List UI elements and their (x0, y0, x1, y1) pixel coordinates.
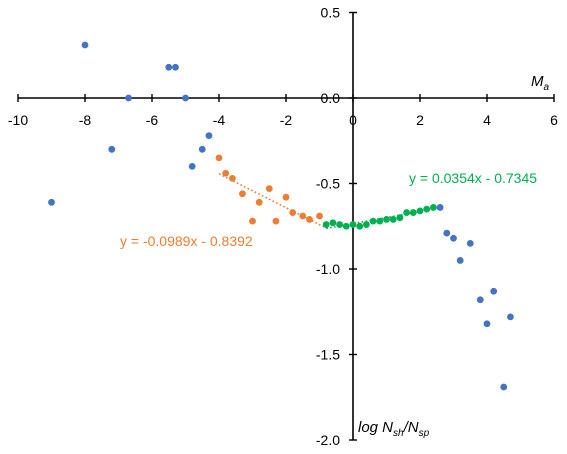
x-axis-label-sub: a (544, 82, 550, 93)
x-tick-label: 4 (483, 112, 491, 128)
y-tick-label: -2.0 (316, 432, 340, 448)
y-tick-label: -1.0 (316, 261, 340, 277)
data-point-series-0 (172, 63, 179, 71)
tick-labels: -10 -8 -6 -4 -2 0 2 4 6 0.5 0.0 -0.5 -1.0 -1.5 -2.0 (8, 5, 558, 449)
y-tick-label: 0.0 (321, 90, 341, 106)
data-point-series-1 (289, 209, 297, 216)
data-point-series-0 (443, 229, 451, 237)
data-point-series-1 (249, 217, 256, 225)
data-point-series-0 (165, 63, 173, 71)
data-point-series-1 (255, 198, 263, 206)
data-point-series-2 (356, 222, 364, 230)
data-point-series-0 (490, 287, 498, 295)
axes (17, 11, 555, 441)
data-point-series-0 (125, 94, 132, 102)
data-point-series-1 (265, 185, 273, 193)
data-point-series-0 (476, 296, 484, 304)
data-point-series-0 (436, 204, 444, 211)
data-point-series-2 (322, 221, 330, 228)
x-tick-label: 6 (550, 112, 558, 128)
data-point-series-0 (205, 132, 213, 140)
y-axis-label: log Nsh/Nsp (358, 419, 430, 439)
data-point-series-0 (108, 145, 116, 153)
data-point-series-2 (363, 221, 370, 228)
y-tick-label: -0.5 (316, 176, 340, 192)
data-point-series-2 (430, 204, 437, 211)
data-point-series-1 (282, 193, 290, 201)
data-point-series-1 (222, 169, 230, 177)
data-point-series-2 (403, 209, 410, 216)
trendline-equation-green: y = 0.0354x - 0.7345 (409, 170, 537, 186)
data-point-series-1 (272, 217, 280, 225)
x-tick-label: -10 (8, 112, 28, 128)
x-tick-label: -6 (146, 112, 159, 128)
data-point-series-2 (423, 205, 431, 213)
data-point-series-2 (376, 217, 384, 225)
data-point-series-0 (182, 94, 189, 102)
x-tick-label: 0 (349, 112, 357, 128)
y-tick-label: -1.5 (316, 347, 340, 363)
data-point-series-0 (81, 41, 89, 49)
data-point-series-0 (188, 163, 196, 170)
data-point-series-0 (507, 313, 514, 321)
data-point-series-0 (198, 145, 206, 153)
x-tick-label: -2 (280, 112, 293, 128)
y-tick-label: 0.5 (321, 5, 341, 21)
data-point-series-0 (483, 320, 491, 328)
data-point-series-2 (349, 221, 357, 228)
data-point-series-2 (383, 216, 390, 223)
data-point-series-0 (500, 383, 508, 391)
data-point-series-0 (466, 239, 474, 247)
data-point-series-1 (229, 174, 236, 182)
data-point-series-2 (329, 219, 337, 227)
data-point-series-1 (299, 212, 307, 220)
data-point-series-1 (316, 212, 323, 220)
x-axis-label-main: M (531, 73, 544, 90)
data-point-series-1 (306, 216, 313, 223)
y-axis-label-part1: log N (358, 419, 393, 436)
data-point-series-2 (409, 209, 417, 216)
data-points (48, 41, 514, 391)
data-point-series-1 (215, 154, 223, 162)
x-tick-label: -8 (79, 112, 92, 128)
data-point-series-1 (239, 190, 246, 198)
y-axis-label-sub2: sp (419, 428, 430, 439)
data-point-series-2 (389, 216, 397, 223)
data-point-series-2 (342, 222, 350, 230)
data-point-series-2 (369, 217, 377, 225)
data-point-series-0 (456, 257, 464, 264)
data-point-series-0 (450, 234, 457, 242)
data-point-series-0 (48, 198, 55, 206)
x-tick-label: -4 (213, 112, 226, 128)
trendline-equation-orange: y = -0.0989x - 0.8392 (120, 233, 253, 249)
y-axis-label-part2: /N (403, 419, 419, 436)
data-point-series-2 (416, 207, 424, 215)
data-point-series-2 (336, 221, 343, 228)
y-axis-label-sub1: sh (393, 428, 404, 439)
x-tick-label: 2 (416, 112, 424, 128)
x-axis-label: Ma (531, 73, 550, 93)
data-point-series-2 (396, 214, 404, 222)
